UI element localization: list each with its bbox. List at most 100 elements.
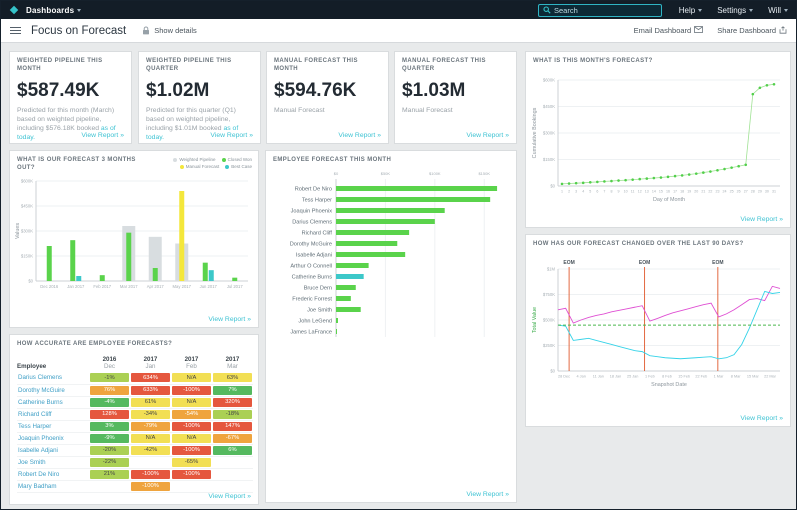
accuracy-cell: -100% bbox=[131, 481, 170, 491]
svg-text:Jan 2017: Jan 2017 bbox=[67, 284, 85, 289]
view-report-link[interactable]: View Report » bbox=[740, 216, 783, 223]
search-box[interactable] bbox=[538, 1, 662, 19]
svg-text:18 Jan: 18 Jan bbox=[610, 375, 621, 379]
employee-link[interactable]: Richard Cliff bbox=[17, 408, 89, 421]
svg-text:26: 26 bbox=[737, 190, 741, 194]
svg-text:24: 24 bbox=[723, 190, 727, 194]
employee-link[interactable]: Tess Harper bbox=[17, 420, 89, 433]
legend-item: Closed Won bbox=[221, 157, 252, 162]
employee-link[interactable]: Isabelle Adjani bbox=[17, 444, 89, 457]
forecast-3-months-chart: $0 $150K $300K $450K $600K Dec 2016 Jan 2017 Fe… bbox=[12, 175, 256, 311]
accuracy-cell: 63% bbox=[213, 373, 252, 383]
accuracy-cell: 634% bbox=[131, 373, 170, 383]
svg-text:28 Dec: 28 Dec bbox=[558, 375, 570, 379]
settings-menu[interactable]: Settings bbox=[717, 6, 754, 15]
view-report-link[interactable]: View Report » bbox=[466, 132, 509, 139]
svg-text:1 Feb: 1 Feb bbox=[645, 375, 655, 379]
accuracy-cell bbox=[213, 482, 252, 491]
x-axis-label: Snapshot Date bbox=[651, 382, 687, 388]
accuracy-cell: 147% bbox=[213, 421, 252, 431]
search-input[interactable] bbox=[554, 5, 654, 15]
table-row: Catherine Burns -4% 61% N/A 320% bbox=[17, 396, 253, 409]
employee-link[interactable]: Joe Smith bbox=[17, 456, 89, 469]
kpi-value: $587.49K bbox=[17, 79, 100, 101]
view-report-link[interactable]: View Report » bbox=[338, 132, 381, 139]
view-report-link[interactable]: View Report » bbox=[740, 415, 783, 422]
app-logo-icon[interactable] bbox=[8, 4, 20, 16]
month-column-header: 2017 Mar bbox=[225, 356, 240, 370]
eom-label: EOM bbox=[563, 260, 574, 266]
view-report-link[interactable]: View Report » bbox=[208, 316, 251, 323]
view-report-link[interactable]: View Report » bbox=[81, 132, 124, 139]
table-row: Mary Badham -100% bbox=[17, 480, 253, 493]
accuracy-cell: 633% bbox=[131, 385, 170, 395]
svg-text:Jul 2017: Jul 2017 bbox=[227, 284, 244, 289]
employee-link[interactable]: Darius Clemens bbox=[17, 372, 89, 385]
dashboards-menu[interactable]: Dashboards bbox=[26, 6, 82, 15]
svg-text:21: 21 bbox=[701, 190, 705, 194]
svg-text:$300K: $300K bbox=[543, 131, 555, 136]
svg-text:11: 11 bbox=[631, 190, 635, 194]
accuracy-cell bbox=[213, 470, 252, 479]
kpi-value: $1.02M bbox=[146, 79, 210, 101]
employee-label: Arthur O Connell bbox=[290, 264, 332, 270]
accuracy-cell: -42% bbox=[131, 445, 170, 455]
employee-label: Isabelle Adjani bbox=[296, 253, 332, 259]
svg-text:6: 6 bbox=[596, 190, 598, 194]
accuracy-cell: N/A bbox=[172, 397, 211, 407]
svg-text:25: 25 bbox=[730, 190, 734, 194]
y-axis-label: Total Value bbox=[532, 307, 538, 333]
employee-label: John LeGend bbox=[298, 319, 332, 325]
table-row: Dorothy McGuire 76% 633% -100% 7% bbox=[17, 384, 253, 397]
employee-link[interactable]: Dorothy McGuire bbox=[17, 384, 89, 397]
svg-text:$150K: $150K bbox=[478, 171, 490, 176]
svg-text:$500K: $500K bbox=[543, 318, 555, 323]
employee-link[interactable]: Robert De Niro bbox=[17, 468, 89, 481]
svg-text:$50K: $50K bbox=[381, 171, 391, 176]
kpi-value: $594.76K bbox=[274, 79, 357, 101]
accuracy-cell bbox=[90, 482, 129, 491]
forecast-90-days-chart: $0 $250K $500K $750K $1M EOM EOM EOM 28 Dec 4 Jan… bbox=[528, 255, 788, 413]
svg-text:$0: $0 bbox=[334, 171, 339, 176]
show-details-button[interactable]: Show details bbox=[154, 26, 197, 35]
share-dashboard-button[interactable]: Share Dashboard bbox=[717, 25, 787, 36]
svg-text:1 Mar: 1 Mar bbox=[714, 375, 724, 379]
employee-link[interactable]: Joaquin Phoenix bbox=[17, 432, 89, 445]
employee-label: Richard Cliff bbox=[302, 231, 333, 237]
y-axis-label: Values bbox=[15, 223, 21, 239]
card-title: WHAT IS OUR FORECAST 3 MONTHS OUT? bbox=[17, 157, 136, 171]
accuracy-cell: -100% bbox=[131, 469, 170, 479]
svg-text:$150K: $150K bbox=[21, 254, 33, 259]
kpi-card-weighted-pipeline-month: WEIGHTED PIPELINE THIS MONTH $587.49K Pr… bbox=[9, 51, 132, 144]
svg-text:8: 8 bbox=[610, 190, 612, 194]
as-of-today-link[interactable]: as of today. bbox=[146, 124, 239, 142]
email-dashboard-button[interactable]: Email Dashboard bbox=[634, 26, 704, 35]
as-of-today-link[interactable]: as of today. bbox=[17, 124, 116, 142]
chevron-down-icon bbox=[77, 8, 82, 12]
forecast-3-months-card: WHAT IS OUR FORECAST 3 MONTHS OUT? Weigh… bbox=[9, 150, 259, 328]
forecast-accuracy-card: HOW ACCURATE ARE EMPLOYEE FORECASTS? Emp… bbox=[9, 334, 259, 505]
svg-text:18: 18 bbox=[680, 190, 684, 194]
card-title: WEIGHTED PIPELINE THIS MONTH bbox=[17, 58, 103, 72]
legend-item: Weighted Pipeline bbox=[173, 157, 216, 162]
view-report-link[interactable]: View Report » bbox=[210, 132, 253, 139]
month-column-header: 2016 Dec bbox=[102, 356, 117, 370]
svg-text:$300K: $300K bbox=[21, 229, 33, 234]
employee-link[interactable]: Mary Badham bbox=[17, 480, 89, 493]
svg-text:Jun 2017: Jun 2017 bbox=[200, 284, 218, 289]
hamburger-menu-icon[interactable] bbox=[10, 26, 21, 35]
user-menu[interactable]: Will bbox=[768, 6, 788, 15]
view-report-link[interactable]: View Report » bbox=[208, 493, 251, 500]
svg-text:$600K: $600K bbox=[21, 179, 33, 184]
employee-link[interactable]: Catherine Burns bbox=[17, 396, 89, 409]
view-report-link[interactable]: View Report » bbox=[466, 491, 509, 498]
search-icon bbox=[543, 1, 551, 19]
card-title: WHAT IS THIS MONTH'S FORECAST? bbox=[533, 58, 653, 64]
chevron-down-icon bbox=[698, 8, 703, 12]
svg-text:Apr 2017: Apr 2017 bbox=[147, 284, 165, 289]
svg-text:$250K: $250K bbox=[543, 343, 555, 348]
svg-text:$0: $0 bbox=[550, 184, 555, 189]
svg-text:15 Feb: 15 Feb bbox=[678, 375, 690, 379]
help-menu[interactable]: Help bbox=[679, 6, 703, 15]
forecast-90-days-card: HOW HAS OUR FORECAST CHANGED OVER THE LA… bbox=[525, 234, 791, 427]
